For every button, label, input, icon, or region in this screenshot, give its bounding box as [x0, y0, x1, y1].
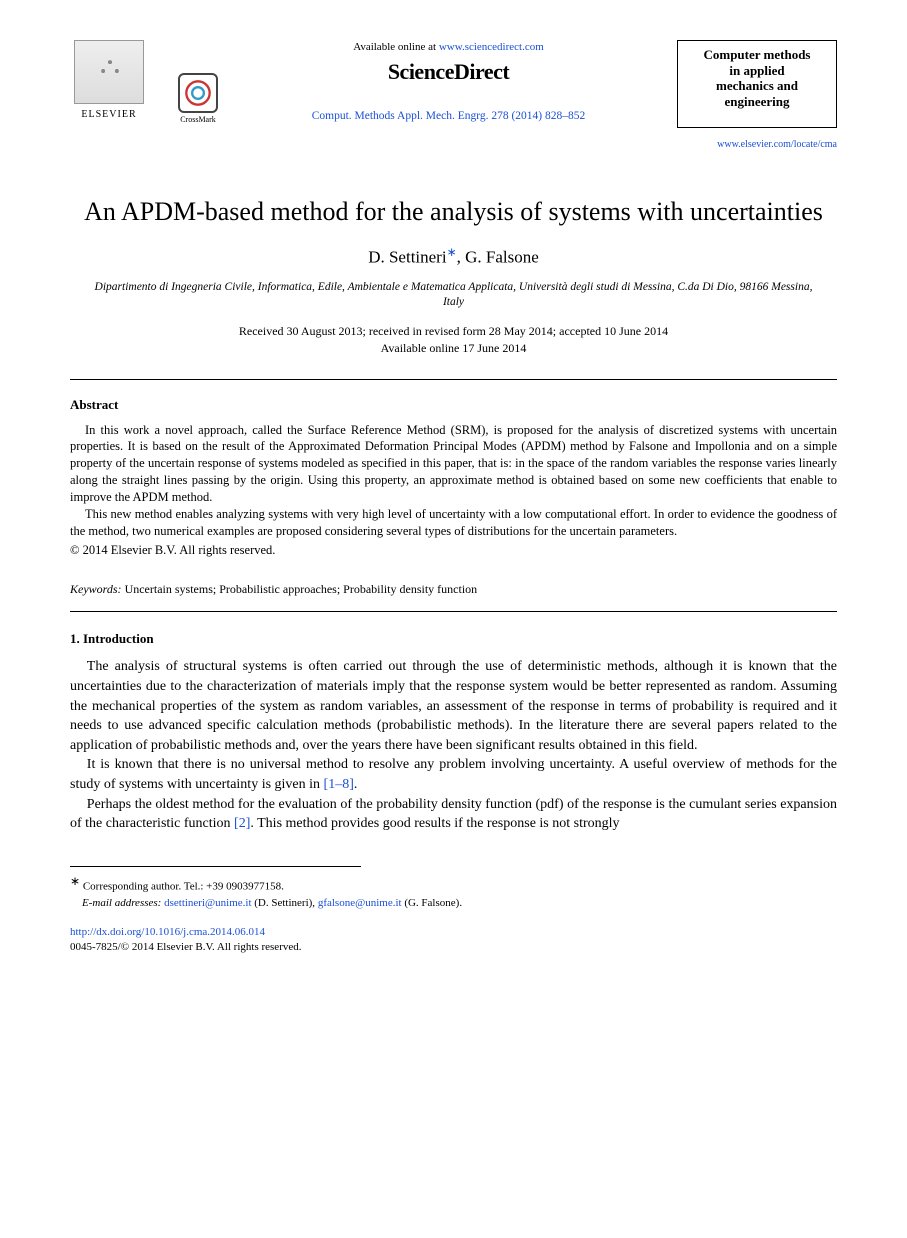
author-2[interactable]: G. Falsone: [465, 248, 539, 267]
journal-title-line1: Computer methods: [684, 47, 830, 63]
author-1[interactable]: D. Settineri: [368, 248, 446, 267]
crossmark-label: CrossMark: [180, 115, 216, 126]
corresponding-mark[interactable]: ∗: [447, 245, 457, 259]
footnote-mark: ∗: [70, 874, 80, 888]
author-line: D. Settineri∗, G. Falsone: [70, 244, 837, 270]
dates-line1: Received 30 August 2013; received in rev…: [70, 323, 837, 340]
doi-url[interactable]: http://dx.doi.org/10.1016/j.cma.2014.06.…: [70, 925, 837, 940]
rule-above-abstract: [70, 379, 837, 380]
journal-box: Computer methods in applied mechanics an…: [677, 40, 837, 128]
available-prefix: Available online at: [353, 41, 439, 53]
keywords-line: Keywords: Uncertain systems; Probabilist…: [70, 581, 837, 597]
intro-para-3: Perhaps the oldest method for the evalua…: [70, 795, 837, 834]
doi-block: http://dx.doi.org/10.1016/j.cma.2014.06.…: [70, 925, 837, 955]
left-logo-group: ELSEVIER CrossMark: [70, 40, 220, 126]
email-line: E-mail addresses: dsettineri@unime.it (D…: [70, 896, 837, 911]
affiliation: Dipartimento di Ingegneria Civile, Infor…: [70, 280, 837, 310]
email-1-who: (D. Settineri),: [252, 897, 318, 909]
intro-p2-a: It is known that there is no universal m…: [70, 757, 837, 792]
journal-title-line4: engineering: [684, 94, 830, 110]
ref-1-8[interactable]: [1–8]: [324, 777, 354, 792]
author-sep: ,: [457, 248, 466, 267]
intro-p2-b: .: [354, 777, 358, 792]
abstract-para-2: This new method enables analyzing system…: [70, 506, 837, 540]
footnote-rule: ∗ Corresponding author. Tel.: +39 090397…: [70, 866, 361, 895]
keywords-label: Keywords:: [70, 582, 122, 596]
introduction-section: 1. Introduction The analysis of structur…: [70, 630, 837, 834]
email-2[interactable]: gfalsone@unime.it: [318, 897, 402, 909]
page-header: ELSEVIER CrossMark Available online at w…: [70, 40, 837, 152]
keywords-text: Uncertain systems; Probabilistic approac…: [122, 582, 478, 596]
dates-line2: Available online 17 June 2014: [70, 340, 837, 357]
abstract-heading: Abstract: [70, 396, 837, 414]
abstract-section: Abstract In this work a novel approach, …: [70, 396, 837, 559]
abstract-para-1: In this work a novel approach, called th…: [70, 422, 837, 506]
available-online: Available online at www.sciencedirect.co…: [230, 40, 667, 55]
journal-title-line3: mechanics and: [684, 78, 830, 94]
corresponding-author: Corresponding author. Tel.: +39 09039771…: [80, 880, 284, 892]
intro-para-2: It is known that there is no universal m…: [70, 755, 837, 794]
paper-title: An APDM-based method for the analysis of…: [70, 196, 837, 229]
sciencedirect-logo[interactable]: ScienceDirect: [230, 57, 667, 87]
elsevier-logo[interactable]: ELSEVIER: [70, 40, 148, 126]
rule-below-keywords: [70, 611, 837, 612]
crossmark-badge[interactable]: CrossMark: [176, 73, 220, 126]
sciencedirect-url[interactable]: www.sciencedirect.com: [439, 41, 544, 53]
journal-title: Computer methods in applied mechanics an…: [684, 47, 830, 109]
elsevier-tree-icon: [74, 40, 144, 104]
journal-box-wrap: Computer methods in applied mechanics an…: [677, 40, 837, 152]
article-dates: Received 30 August 2013; received in rev…: [70, 323, 837, 357]
intro-p3-b: . This method provides good results if t…: [250, 816, 619, 831]
crossmark-icon: [178, 73, 218, 113]
email-label: E-mail addresses:: [82, 897, 161, 909]
intro-para-1: The analysis of structural systems is of…: [70, 657, 837, 755]
elsevier-label: ELSEVIER: [81, 108, 136, 122]
intro-heading: 1. Introduction: [70, 630, 837, 648]
abstract-copyright: © 2014 Elsevier B.V. All rights reserved…: [70, 542, 837, 559]
email-1[interactable]: dsettineri@unime.it: [164, 897, 251, 909]
email-2-who: (G. Falsone).: [402, 897, 463, 909]
journal-url[interactable]: www.elsevier.com/locate/cma: [717, 139, 837, 150]
journal-homepage: www.elsevier.com/locate/cma: [677, 138, 837, 152]
ref-2[interactable]: [2]: [234, 816, 250, 831]
header-center: Available online at www.sciencedirect.co…: [220, 40, 677, 124]
issn-copyright: 0045-7825/© 2014 Elsevier B.V. All right…: [70, 940, 837, 955]
journal-title-line2: in applied: [684, 63, 830, 79]
citation-line[interactable]: Comput. Methods Appl. Mech. Engrg. 278 (…: [230, 109, 667, 125]
